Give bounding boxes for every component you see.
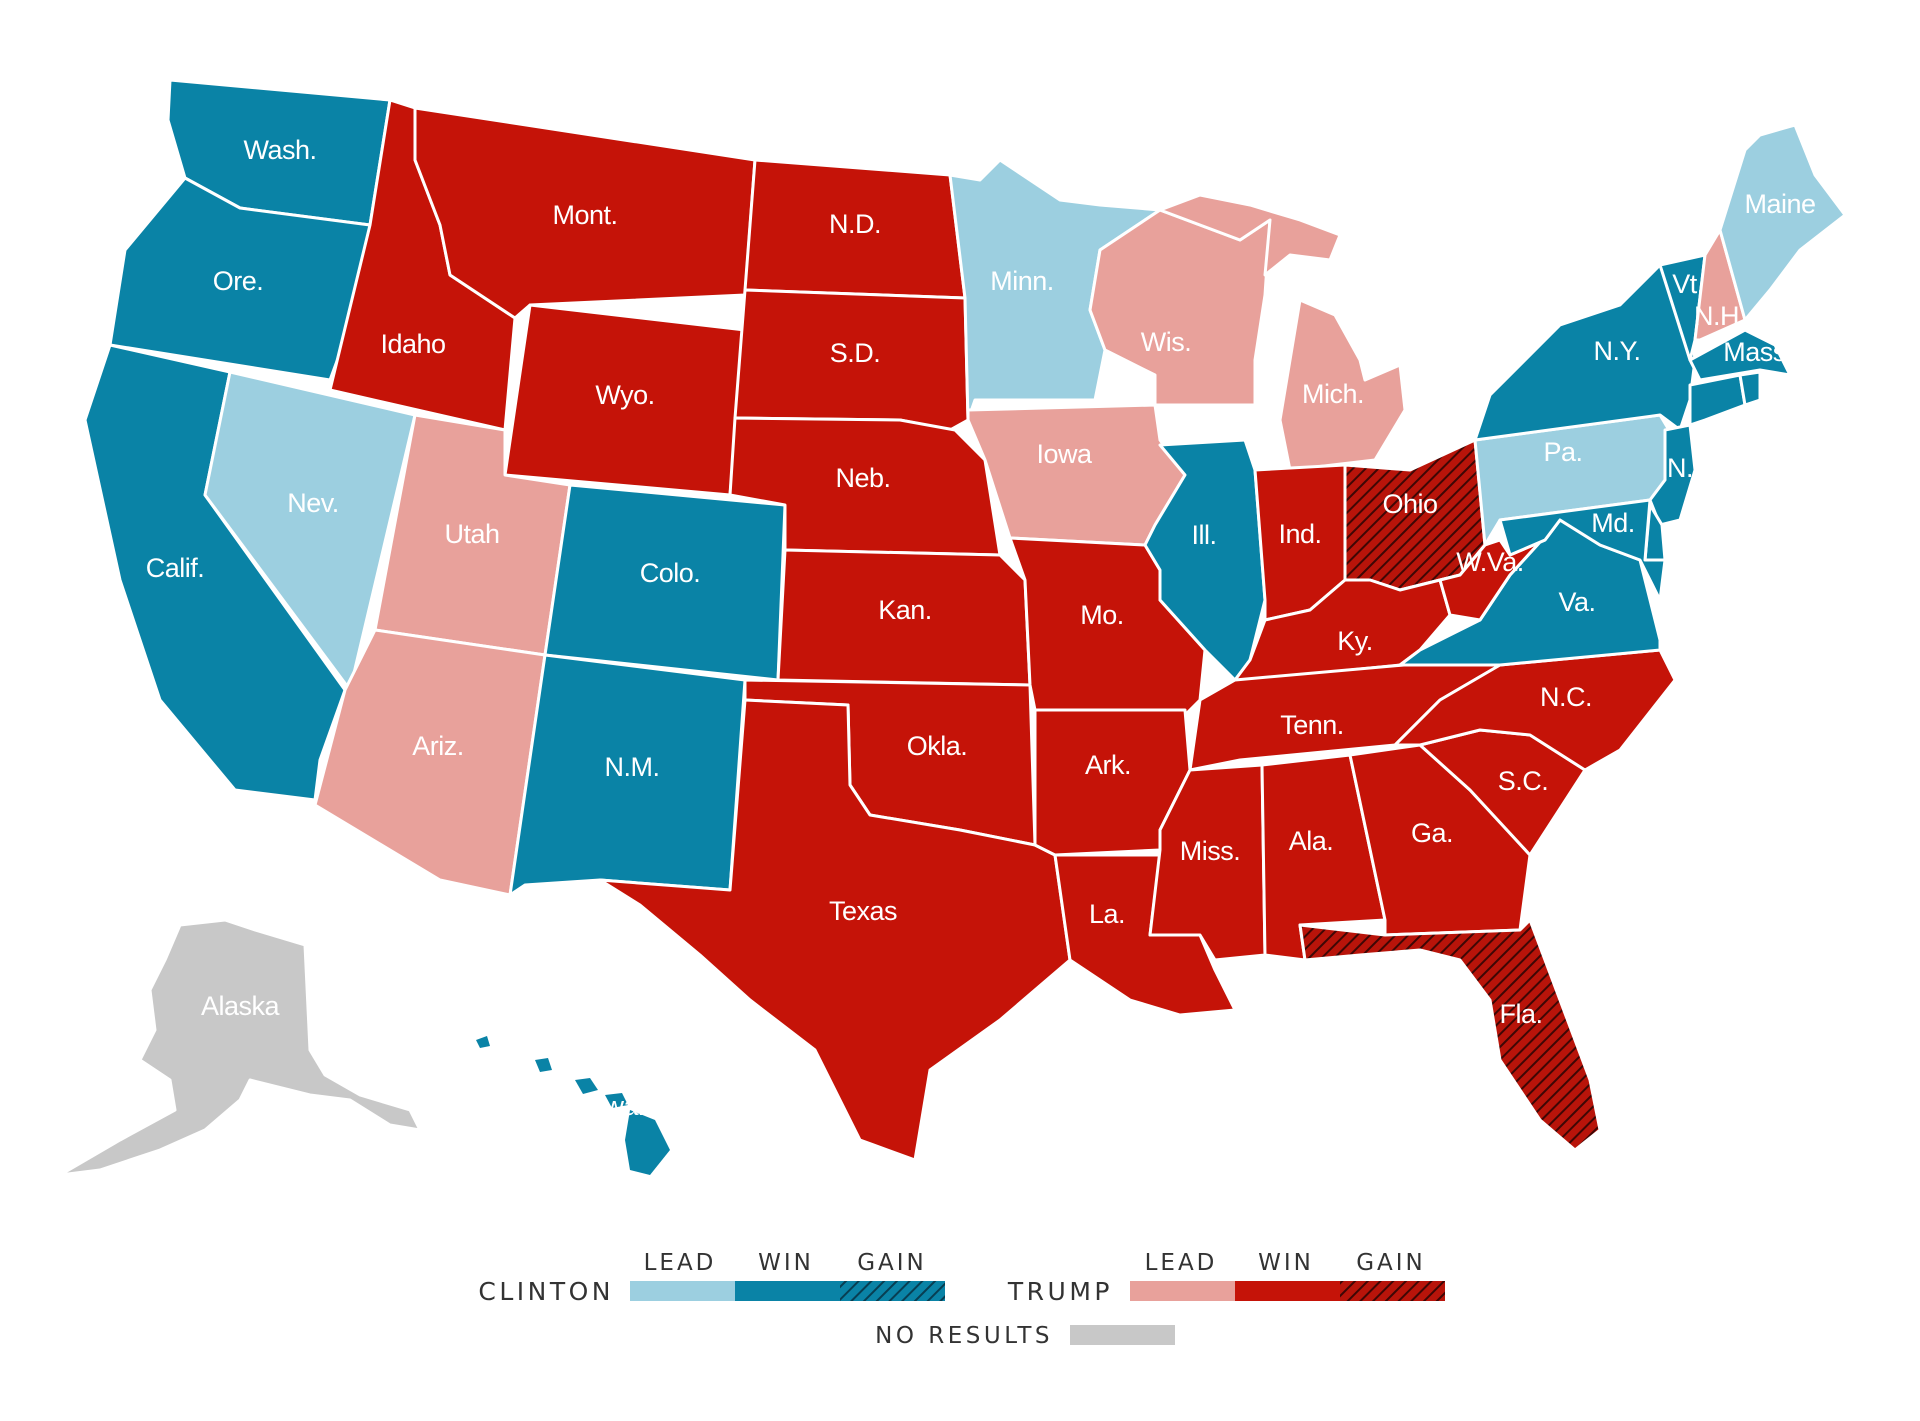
label-tx: Texas [829, 896, 897, 926]
label-ky: Ky. [1337, 626, 1373, 656]
label-oh: Ohio [1382, 489, 1437, 519]
legend-trump-lead-heading: LEAD [1145, 1250, 1218, 1276]
label-ar: Ark. [1085, 750, 1131, 780]
label-mt: Mont. [552, 200, 617, 230]
label-nc: N.C. [1540, 682, 1592, 712]
legend-clinton-lead-swatch [630, 1281, 735, 1301]
legend-trump-lead-swatch [1130, 1281, 1235, 1301]
label-sd: S.D. [830, 338, 881, 368]
label-ut: Utah [444, 519, 499, 549]
state-nh[interactable] [1693, 228, 1747, 342]
label-vt: Vt. [1672, 269, 1704, 299]
label-ma: Mass. [1723, 337, 1793, 367]
label-ak: Alaska [201, 991, 281, 1021]
legend-clinton-lead-heading: LEAD [644, 1250, 717, 1276]
state-mi[interactable] [1278, 298, 1407, 472]
legend-trump-name: TRUMP [1007, 1277, 1113, 1306]
state-ct[interactable] [1688, 373, 1747, 427]
label-ny: N.Y. [1593, 336, 1640, 366]
label-wv: W.Va. [1456, 547, 1524, 577]
legend: LEAD WIN GAIN CLINTON LEAD WIN GAIN TRUM… [478, 1250, 1445, 1349]
label-id: Idaho [380, 329, 445, 359]
state-mi-up[interactable] [1158, 193, 1342, 277]
legend-clinton-gain-heading: GAIN [857, 1250, 927, 1276]
state-md[interactable] [1498, 498, 1667, 602]
label-hi: Hawaii [571, 1091, 649, 1121]
state-nc[interactable] [1393, 648, 1677, 772]
label-in: Ind. [1278, 519, 1321, 549]
state-tx[interactable] [598, 698, 1072, 1162]
label-nh: N.H. [1694, 301, 1746, 331]
label-ms: Miss. [1180, 836, 1241, 866]
label-mi: Mich. [1302, 379, 1364, 409]
label-ca: Calif. [146, 553, 205, 583]
label-al: Ala. [1289, 826, 1334, 856]
legend-no-results-swatch [1070, 1325, 1175, 1345]
state-hi[interactable] [476, 1036, 670, 1175]
label-il: Ill. [1192, 520, 1217, 550]
label-wy: Wyo. [595, 380, 654, 410]
state-ia[interactable] [966, 403, 1187, 547]
legend-trump-gain-swatch [1340, 1281, 1445, 1301]
label-nj: N.J. [1667, 453, 1713, 483]
legend-trump-win-swatch [1235, 1281, 1340, 1301]
state-labels-layer: Wash. Ore. Calif. Nev. Idaho Mont. Wyo. … [146, 135, 1816, 1121]
label-ok: Okla. [907, 731, 968, 761]
legend-trump-gain-heading: GAIN [1356, 1250, 1426, 1276]
states-layer [58, 78, 1847, 1177]
state-ri[interactable] [1738, 370, 1762, 407]
label-nv: Nev. [287, 488, 339, 518]
legend-trump-win-heading: WIN [1258, 1250, 1314, 1276]
label-nm: N.M. [605, 752, 660, 782]
state-ak[interactable] [58, 918, 422, 1177]
label-az: Ariz. [412, 731, 464, 761]
label-nd: N.D. [829, 209, 881, 239]
label-fl: Fla. [1499, 999, 1542, 1029]
state-ny[interactable] [1473, 258, 1697, 442]
label-mn: Minn. [990, 266, 1054, 296]
legend-clinton-win-swatch [735, 1281, 840, 1301]
label-wa: Wash. [243, 135, 316, 165]
legend-no-results-label: NO RESULTS [875, 1323, 1053, 1349]
label-or: Ore. [213, 266, 264, 296]
state-me[interactable] [1718, 123, 1847, 322]
label-md: Md. [1591, 508, 1635, 538]
label-ia: Iowa [1036, 439, 1093, 469]
legend-clinton-win-heading: WIN [758, 1250, 814, 1276]
legend-clinton-name: CLINTON [478, 1277, 614, 1306]
label-wi: Wis. [1141, 327, 1191, 357]
label-co: Colo. [640, 558, 701, 588]
label-pa: Pa. [1543, 437, 1582, 467]
label-va: Va. [1558, 587, 1595, 617]
state-nj[interactable] [1648, 423, 1697, 527]
state-fl[interactable] [1298, 918, 1602, 1152]
label-ne: Neb. [835, 463, 890, 493]
label-me: Maine [1744, 189, 1815, 219]
label-la: La. [1089, 899, 1125, 929]
legend-clinton-gain-swatch [840, 1281, 945, 1301]
label-tn: Tenn. [1280, 710, 1344, 740]
state-ma[interactable] [1688, 328, 1792, 382]
label-sc: S.C. [1498, 766, 1549, 796]
label-mo: Mo. [1080, 600, 1124, 630]
label-ga: Ga. [1411, 818, 1453, 848]
label-ks: Kan. [878, 595, 932, 625]
